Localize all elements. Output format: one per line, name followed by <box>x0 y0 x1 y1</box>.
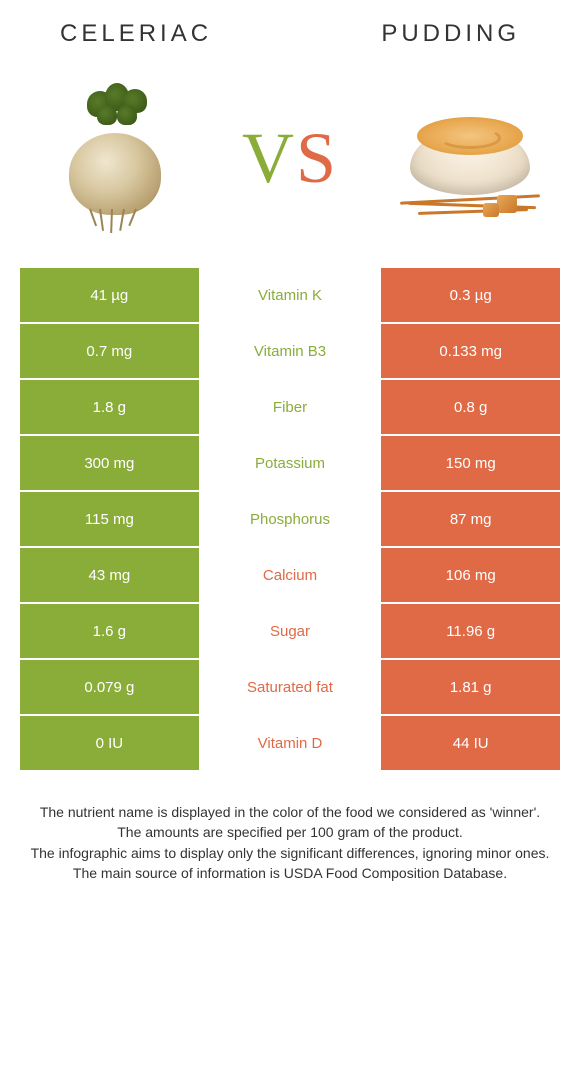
nutrient-name: Potassium <box>201 436 380 490</box>
right-value: 0.3 µg <box>381 268 560 322</box>
nutrient-name: Vitamin B3 <box>201 324 380 378</box>
infographic-container: CELERIAC PUDDING <box>0 0 580 883</box>
nutrient-name: Phosphorus <box>201 492 380 546</box>
left-value: 1.6 g <box>20 604 199 658</box>
nutrient-row: 41 µg Vitamin K 0.3 µg <box>20 268 560 322</box>
nutrient-name: Calcium <box>201 548 380 602</box>
left-value: 300 mg <box>20 436 199 490</box>
left-value: 0.7 mg <box>20 324 199 378</box>
right-value: 150 mg <box>381 436 560 490</box>
nutrient-row: 0.079 g Saturated fat 1.81 g <box>20 660 560 714</box>
left-value: 0 IU <box>20 716 199 770</box>
footer-line-1: The nutrient name is displayed in the co… <box>30 802 550 822</box>
nutrient-label: Calcium <box>263 567 317 584</box>
nutrient-name: Sugar <box>201 604 380 658</box>
nutrient-label: Phosphorus <box>250 511 330 528</box>
left-food-title: CELERIAC <box>60 20 212 48</box>
nutrient-row: 43 mg Calcium 106 mg <box>20 548 560 602</box>
right-value: 0.8 g <box>381 380 560 434</box>
nutrient-name: Vitamin K <box>201 268 380 322</box>
right-value: 44 IU <box>381 716 560 770</box>
nutrient-label: Potassium <box>255 455 325 472</box>
nutrient-name: Vitamin D <box>201 716 380 770</box>
right-value: 11.96 g <box>381 604 560 658</box>
nutrient-name: Fiber <box>201 380 380 434</box>
left-value: 41 µg <box>20 268 199 322</box>
nutrient-row: 300 mg Potassium 150 mg <box>20 436 560 490</box>
nutrient-label: Vitamin D <box>258 735 323 752</box>
nutrient-table: 41 µg Vitamin K 0.3 µg 0.7 mg Vitamin B3 0.13… <box>20 268 560 770</box>
nutrient-row: 0 IU Vitamin D 44 IU <box>20 716 560 770</box>
right-value: 87 mg <box>381 492 560 546</box>
pudding-image <box>395 78 535 238</box>
right-value: 0.133 mg <box>381 324 560 378</box>
nutrient-row: 0.7 mg Vitamin B3 0.133 mg <box>20 324 560 378</box>
nutrient-label: Vitamin B3 <box>254 343 326 360</box>
images-row: VS <box>20 58 560 268</box>
nutrient-label: Fiber <box>273 399 307 416</box>
left-value: 43 mg <box>20 548 199 602</box>
nutrient-row: 1.6 g Sugar 11.96 g <box>20 604 560 658</box>
nutrient-label: Sugar <box>270 623 310 640</box>
nutrient-row: 1.8 g Fiber 0.8 g <box>20 380 560 434</box>
right-value: 1.81 g <box>381 660 560 714</box>
vs-label: VS <box>242 117 338 200</box>
left-value: 0.079 g <box>20 660 199 714</box>
header-row: CELERIAC PUDDING <box>20 20 560 58</box>
nutrient-label: Saturated fat <box>247 679 333 696</box>
footer-text: The nutrient name is displayed in the co… <box>20 772 560 883</box>
left-value: 115 mg <box>20 492 199 546</box>
left-value: 1.8 g <box>20 380 199 434</box>
footer-line-4: The main source of information is USDA F… <box>30 863 550 883</box>
footer-line-2: The amounts are specified per 100 gram o… <box>30 822 550 842</box>
nutrient-row: 115 mg Phosphorus 87 mg <box>20 492 560 546</box>
nutrient-label: Vitamin K <box>258 287 322 304</box>
vs-v: V <box>242 118 296 198</box>
nutrient-name: Saturated fat <box>201 660 380 714</box>
right-food-title: PUDDING <box>381 20 520 48</box>
vs-s: S <box>296 118 338 198</box>
footer-line-3: The infographic aims to display only the… <box>30 843 550 863</box>
right-value: 106 mg <box>381 548 560 602</box>
celeriac-image <box>45 78 185 238</box>
